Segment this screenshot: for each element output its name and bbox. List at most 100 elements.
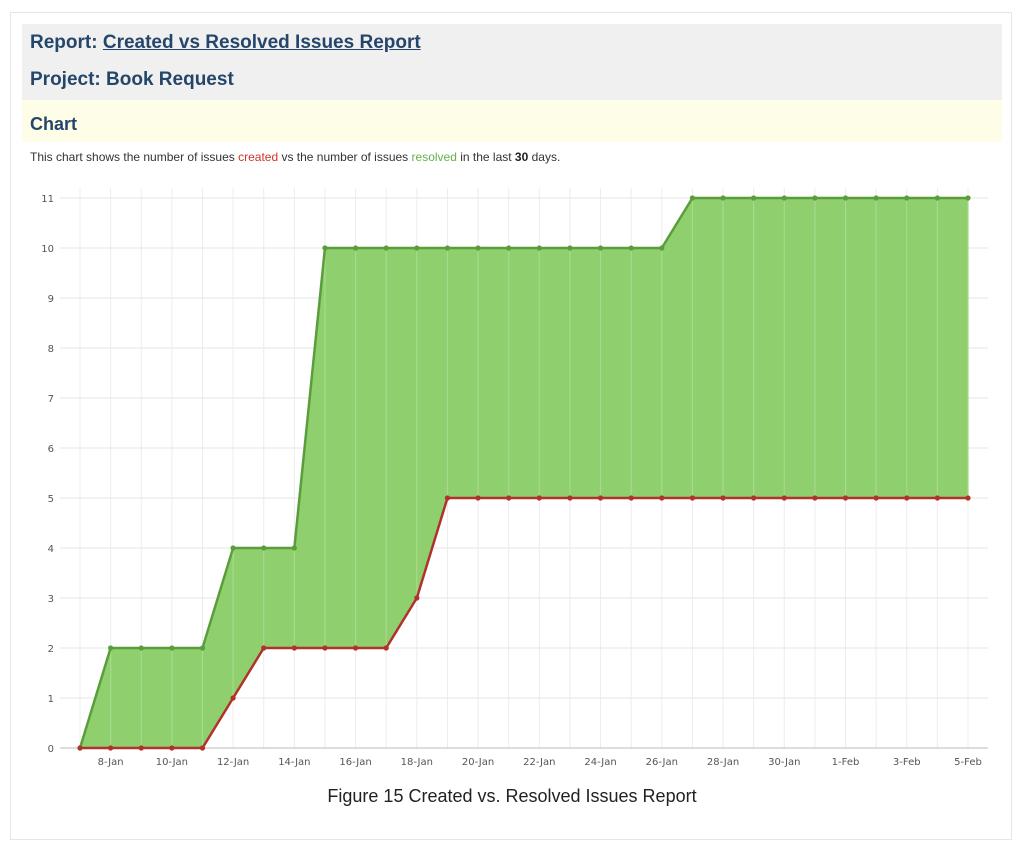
x-tick-label: 16-Jan bbox=[339, 757, 371, 768]
y-tick-label: 10 bbox=[41, 244, 54, 255]
chart-heading: Chart bbox=[30, 114, 78, 134]
created-point bbox=[873, 195, 879, 201]
resolved-point bbox=[567, 495, 573, 501]
created-point bbox=[536, 245, 542, 251]
project-label: Project: bbox=[30, 69, 101, 90]
resolved-point bbox=[322, 645, 328, 651]
x-tick-label: 1-Feb bbox=[832, 757, 860, 768]
resolved-point bbox=[414, 595, 420, 601]
x-tick-label: 24-Jan bbox=[584, 757, 616, 768]
resolved-point bbox=[536, 495, 542, 501]
created-point bbox=[567, 245, 573, 251]
y-tick-label: 4 bbox=[48, 544, 54, 555]
x-tick-label: 22-Jan bbox=[523, 757, 555, 768]
x-tick-label: 14-Jan bbox=[278, 757, 310, 768]
y-tick-label: 0 bbox=[48, 744, 54, 755]
created-point bbox=[842, 195, 849, 201]
y-tick-label: 8 bbox=[48, 344, 54, 355]
resolved-point bbox=[659, 495, 665, 501]
resolved-point bbox=[291, 645, 297, 651]
resolved-point bbox=[261, 645, 267, 651]
x-tick-label: 28-Jan bbox=[707, 757, 739, 768]
x-tick-label: 12-Jan bbox=[217, 757, 249, 768]
created-point bbox=[322, 245, 328, 251]
resolved-point bbox=[904, 495, 910, 501]
resolved-line bbox=[80, 496, 968, 750]
desc-created: created bbox=[238, 150, 279, 164]
resolved-point bbox=[383, 645, 389, 651]
created-point bbox=[812, 195, 818, 201]
created-point bbox=[934, 195, 940, 201]
created-point bbox=[444, 245, 451, 251]
resolved-point bbox=[199, 745, 206, 751]
project-title: Project: Book Request bbox=[30, 69, 234, 91]
created-point bbox=[781, 195, 787, 201]
x-tick-label: 10-Jan bbox=[156, 757, 188, 768]
resolved-point bbox=[352, 645, 359, 651]
x-tick-label: 18-Jan bbox=[401, 757, 433, 768]
desc-text-3: in the last bbox=[456, 150, 515, 164]
x-tick-label: 8-Jan bbox=[98, 757, 124, 768]
resolved-point bbox=[781, 495, 787, 501]
y-tick-label: 11 bbox=[41, 194, 54, 205]
resolved-point bbox=[934, 495, 940, 501]
report-title-link[interactable]: Created vs Resolved Issues Report bbox=[102, 32, 421, 53]
y-tick-label: 5 bbox=[48, 494, 54, 505]
created-point bbox=[720, 195, 726, 201]
x-tick-label: 5-Feb bbox=[954, 757, 982, 768]
y-tick-label: 7 bbox=[48, 394, 54, 405]
x-tick-label: 3-Feb bbox=[893, 757, 921, 768]
x-tick-label: 30-Jan bbox=[768, 757, 800, 768]
created-point bbox=[475, 245, 481, 251]
y-tick-label: 3 bbox=[48, 594, 54, 605]
resolved-point bbox=[506, 495, 512, 501]
resolved-point bbox=[965, 495, 971, 501]
desc-resolved: resolved bbox=[411, 150, 457, 164]
created-point bbox=[751, 195, 757, 201]
y-tick-label: 2 bbox=[48, 644, 54, 655]
resolved-point bbox=[873, 495, 879, 501]
project-name: Book Request bbox=[106, 69, 234, 90]
resolved-point bbox=[230, 695, 236, 701]
desc-text-1: This chart shows the number of issues bbox=[30, 150, 239, 164]
created-point bbox=[597, 245, 604, 251]
chart-description: This chart shows the number of issues cr… bbox=[30, 150, 560, 164]
report-title: Report: Created vs Resolved Issues Repor… bbox=[30, 32, 421, 54]
resolved-point bbox=[444, 495, 451, 501]
created-point bbox=[138, 645, 144, 651]
created-resolved-area bbox=[80, 198, 968, 748]
created-point bbox=[261, 545, 267, 551]
y-tick-label: 6 bbox=[48, 444, 54, 455]
y-tick-label: 9 bbox=[48, 294, 54, 305]
created-point bbox=[689, 195, 696, 201]
created-point bbox=[414, 245, 420, 251]
resolved-point bbox=[751, 495, 757, 501]
created-point bbox=[506, 245, 512, 251]
created-point bbox=[904, 195, 910, 201]
resolved-point bbox=[628, 495, 634, 501]
desc-text-4: days. bbox=[528, 150, 561, 164]
x-tick-label: 26-Jan bbox=[646, 757, 678, 768]
desc-text-2: vs the number of issues bbox=[278, 150, 412, 164]
figure-caption: Figure 15 Created vs. Resolved Issues Re… bbox=[327, 786, 697, 806]
created-point bbox=[628, 245, 634, 251]
created-point bbox=[108, 645, 114, 651]
desc-days: 30 bbox=[514, 150, 529, 164]
resolved-point bbox=[597, 495, 604, 501]
created-point bbox=[965, 195, 971, 201]
created-vs-resolved-chart: 0 1 2 3 4 5 6 7 8 9 10 11 8-Jan 10-Jan 12-Jan 14-Jan 16-… bbox=[41, 188, 988, 768]
resolved-point bbox=[842, 495, 849, 501]
report-label: Report: bbox=[30, 32, 98, 53]
created-line bbox=[78, 196, 968, 749]
chart-section-header: Chart bbox=[22, 100, 1002, 142]
created-point bbox=[169, 645, 175, 651]
created-point bbox=[383, 245, 389, 251]
created-point bbox=[291, 545, 297, 551]
resolved-point bbox=[812, 495, 818, 501]
x-tick-label: 20-Jan bbox=[462, 757, 494, 768]
resolved-point bbox=[720, 495, 726, 501]
created-point bbox=[352, 245, 359, 251]
created-point bbox=[659, 245, 665, 251]
report-header: Report: Created vs Resolved Issues Repor… bbox=[22, 24, 1002, 100]
resolved-point bbox=[138, 745, 144, 751]
